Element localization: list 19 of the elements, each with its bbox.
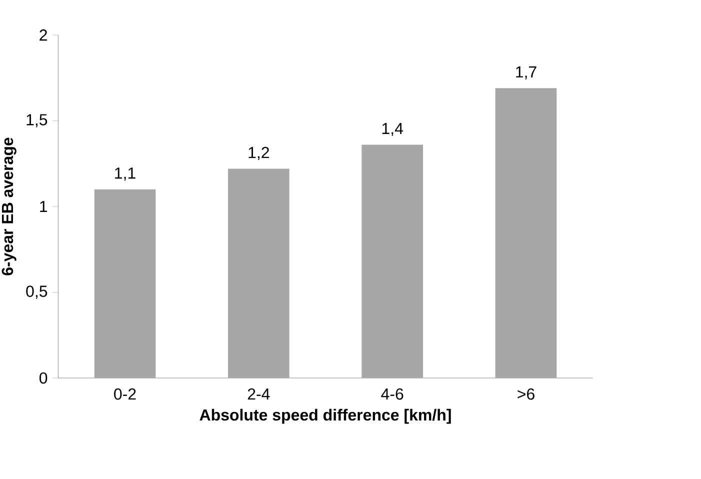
y-tick-label: 0,5 [26,286,48,299]
x-tick-label: 2-4 [248,388,270,400]
x-tick-label: >6 [518,388,534,400]
bar [495,88,557,378]
x-tick-label: 0-2 [114,388,136,400]
bar [362,144,423,378]
data-label: 1,7 [516,66,536,80]
x-axis-title: Absolute speed difference [km/h] [200,408,451,424]
y-tick-label: 0 [40,372,48,384]
y-axis-title: 6-year EB average [2,138,16,276]
bar [228,168,290,378]
y-tick-label: 2 [40,29,47,41]
data-label: 1,1 [115,168,136,181]
y-tick-label: 1 [40,201,47,212]
data-label: 1,2 [248,146,269,160]
y-tick-label: 1,5 [26,114,48,128]
data-label: 1,4 [382,123,403,136]
bar [94,189,156,378]
x-tick-label: 4-6 [381,388,404,400]
